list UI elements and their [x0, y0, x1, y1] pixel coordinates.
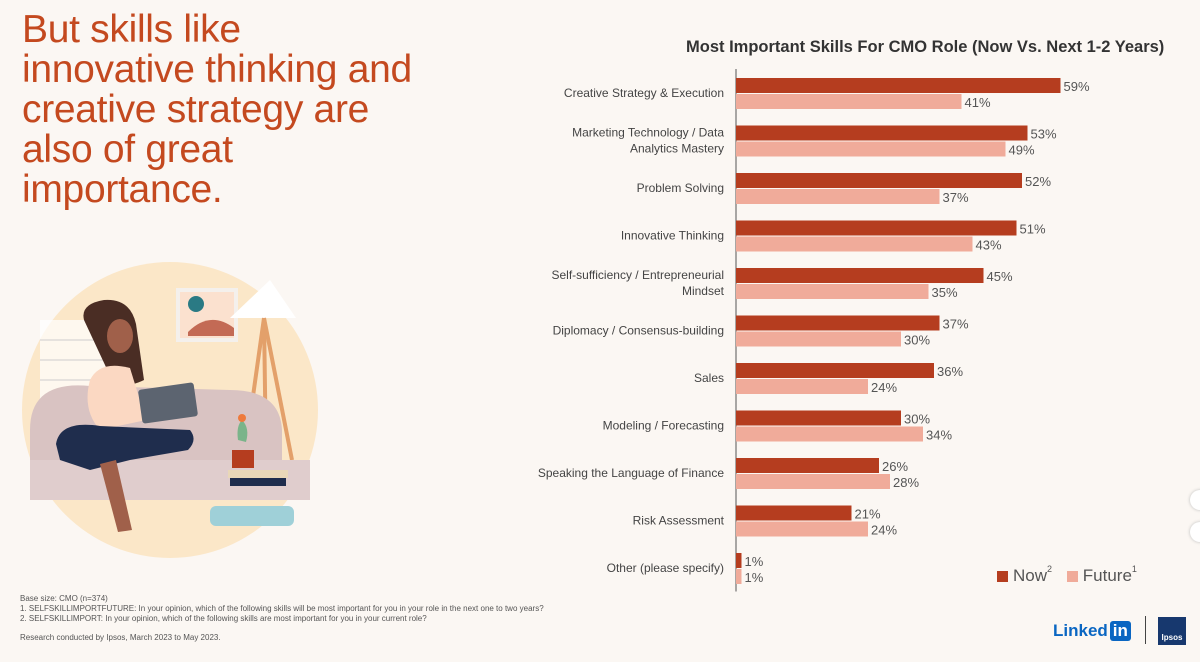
bar-future [736, 474, 890, 489]
bar-future [736, 379, 868, 394]
bar-now [736, 410, 901, 426]
data-label-now: 45% [987, 269, 1013, 284]
bar-now [736, 505, 852, 521]
headline: But skills like innovative thinking and … [22, 8, 412, 211]
bar-future [736, 521, 868, 537]
bar-future [736, 569, 742, 584]
bar-now [736, 315, 940, 331]
category-label: Problem Solving [637, 181, 724, 195]
category-label-line: Mindset [682, 284, 725, 298]
chart-legend: Now2 Future1 [997, 564, 1167, 588]
legend-now-sup: 2 [1047, 564, 1053, 574]
category-label-line: Marketing Technology / Data [572, 126, 724, 140]
data-label-now: 1% [745, 554, 764, 569]
bar-future [736, 426, 923, 442]
data-label-now: 21% [855, 507, 881, 522]
category-label-line: Self-sufficiency / Entrepreneurial [551, 268, 724, 282]
bar-now [736, 268, 984, 283]
logo-divider [1145, 616, 1146, 644]
bar-future [736, 141, 1006, 157]
data-label-future: 43% [976, 238, 1002, 253]
category-label-line: Analytics Mastery [630, 142, 724, 156]
bar-now [736, 173, 1022, 188]
category-label-line: Speaking the Language of Finance [538, 466, 724, 480]
data-label-now: 52% [1025, 174, 1051, 189]
data-label-now: 26% [882, 459, 908, 474]
data-label-future: 41% [965, 95, 991, 110]
legend-now-label: Now [1013, 566, 1048, 585]
bar-now [736, 553, 742, 568]
category-label: Risk Assessment [633, 514, 725, 528]
data-label-now: 30% [904, 412, 930, 427]
legend-now-swatch [997, 571, 1008, 582]
legend-now: Now2 [997, 564, 1052, 586]
category-label: Modeling / Forecasting [603, 419, 724, 433]
data-label-now: 37% [943, 317, 969, 332]
woman-with-tablet-illustration [22, 262, 318, 558]
bar-future [736, 189, 940, 204]
data-label-now: 51% [1020, 222, 1046, 237]
data-label-future: 35% [932, 285, 958, 300]
category-label: Innovative Thinking [621, 229, 724, 243]
bar-now [736, 220, 1017, 236]
category-label: Marketing Technology / Data Analytics Mas… [572, 126, 724, 156]
bar-now [736, 78, 1061, 93]
data-label-now: 36% [937, 364, 963, 379]
category-label: Speaking the Language of Finance [538, 466, 724, 480]
data-label-future: 28% [893, 475, 919, 490]
bar-future [736, 331, 901, 347]
data-label-future: 1% [745, 570, 764, 585]
bar-now [736, 125, 1028, 141]
category-label-line: Problem Solving [637, 181, 724, 195]
bar-chart: Creative Strategy & Execution 59% 41% Marke… [538, 69, 1090, 592]
linkedin-logo-box: in [1109, 621, 1131, 641]
footnotes: Base size: CMO (n=374) 1. SELFSKILLIMPOR… [20, 594, 620, 643]
linkedin-logo-text: Linked [1053, 621, 1108, 640]
legend-future: Future1 [1066, 564, 1137, 586]
footnote-2: 2. SELFSKILLIMPORT: In your opinion, whi… [20, 614, 427, 623]
data-label-future: 24% [871, 380, 897, 395]
category-label-line: Sales [694, 371, 724, 385]
category-label: Creative Strategy & Execution [564, 86, 724, 100]
footnote-1: 1. SELFSKILLIMPORTFUTURE: In your opinio… [20, 604, 544, 613]
data-label-now: 59% [1064, 79, 1090, 94]
side-dot-lower[interactable] [1190, 522, 1200, 542]
category-label-line: Innovative Thinking [621, 229, 724, 243]
footnote-research: Research conducted by Ipsos, March 2023 … [20, 633, 221, 642]
data-label-future: 34% [926, 428, 952, 443]
bar-future [736, 94, 962, 109]
data-label-future: 49% [1009, 143, 1035, 158]
linkedin-logo: Linked in [1053, 621, 1131, 641]
data-label-future: 37% [943, 190, 969, 205]
legend-future-sup: 1 [1131, 564, 1137, 574]
category-label: Self-sufficiency / Entrepreneurial Mindse… [551, 268, 724, 298]
data-label-future: 30% [904, 333, 930, 348]
bar-now [736, 458, 879, 473]
bar-future [736, 284, 929, 299]
bar-now [736, 363, 934, 378]
category-label: Other (please specify) [607, 561, 724, 575]
footnote-base: Base size: CMO (n=374) [20, 594, 108, 603]
category-label-line: Modeling / Forecasting [603, 419, 724, 433]
category-label-line: Risk Assessment [633, 514, 725, 528]
side-controls [1190, 490, 1200, 554]
bar-future [736, 236, 973, 252]
data-label-now: 53% [1031, 127, 1057, 142]
data-label-future: 24% [871, 523, 897, 538]
chart-title: Most Important Skills For CMO Role (Now … [686, 38, 1165, 56]
category-label: Diplomacy / Consensus-building [553, 324, 724, 338]
category-label-line: Diplomacy / Consensus-building [553, 324, 724, 338]
ipsos-logo: Ipsos [1158, 617, 1186, 645]
category-label: Sales [694, 371, 724, 385]
legend-future-swatch [1066, 571, 1078, 582]
category-label-line: Creative Strategy & Execution [564, 86, 724, 100]
category-label-line: Other (please specify) [607, 561, 724, 575]
side-dot-upper[interactable] [1190, 490, 1200, 510]
legend-future-label: Future [1082, 566, 1132, 585]
